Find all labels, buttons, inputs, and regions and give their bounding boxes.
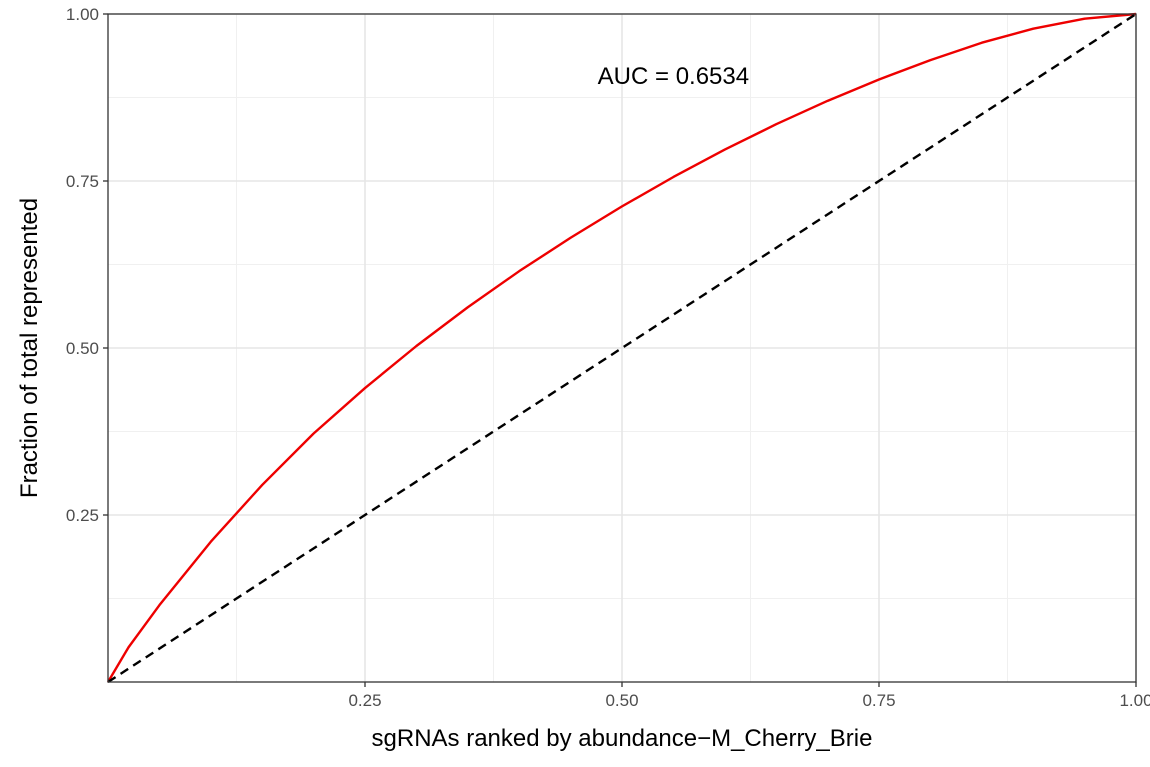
- series-layer: [106, 12, 1137, 684]
- y-axis: 0.25 0.50 0.75 1.00: [66, 5, 108, 525]
- auc-annotation: AUC = 0.6534: [598, 63, 749, 90]
- y-tick-label: 0.50: [66, 339, 99, 358]
- x-tick-label: 1.00: [1119, 691, 1150, 710]
- x-axis: 0.25 0.50 0.75 1.00: [348, 682, 1150, 710]
- x-tick-label: 0.50: [605, 691, 638, 710]
- x-tick-label: 0.75: [862, 691, 895, 710]
- x-axis-title: sgRNAs ranked by abundance−M_Cherry_Brie: [372, 725, 873, 752]
- x-tick-label: 0.25: [348, 691, 381, 710]
- reference-diagonal-line: [107, 12, 1137, 684]
- y-tick-label: 1.00: [66, 5, 99, 24]
- y-tick-label: 0.25: [66, 506, 99, 525]
- y-tick-label: 0.75: [66, 172, 99, 191]
- cumulative-curve: [106, 12, 1137, 683]
- y-axis-title: Fraction of total represented: [16, 198, 43, 498]
